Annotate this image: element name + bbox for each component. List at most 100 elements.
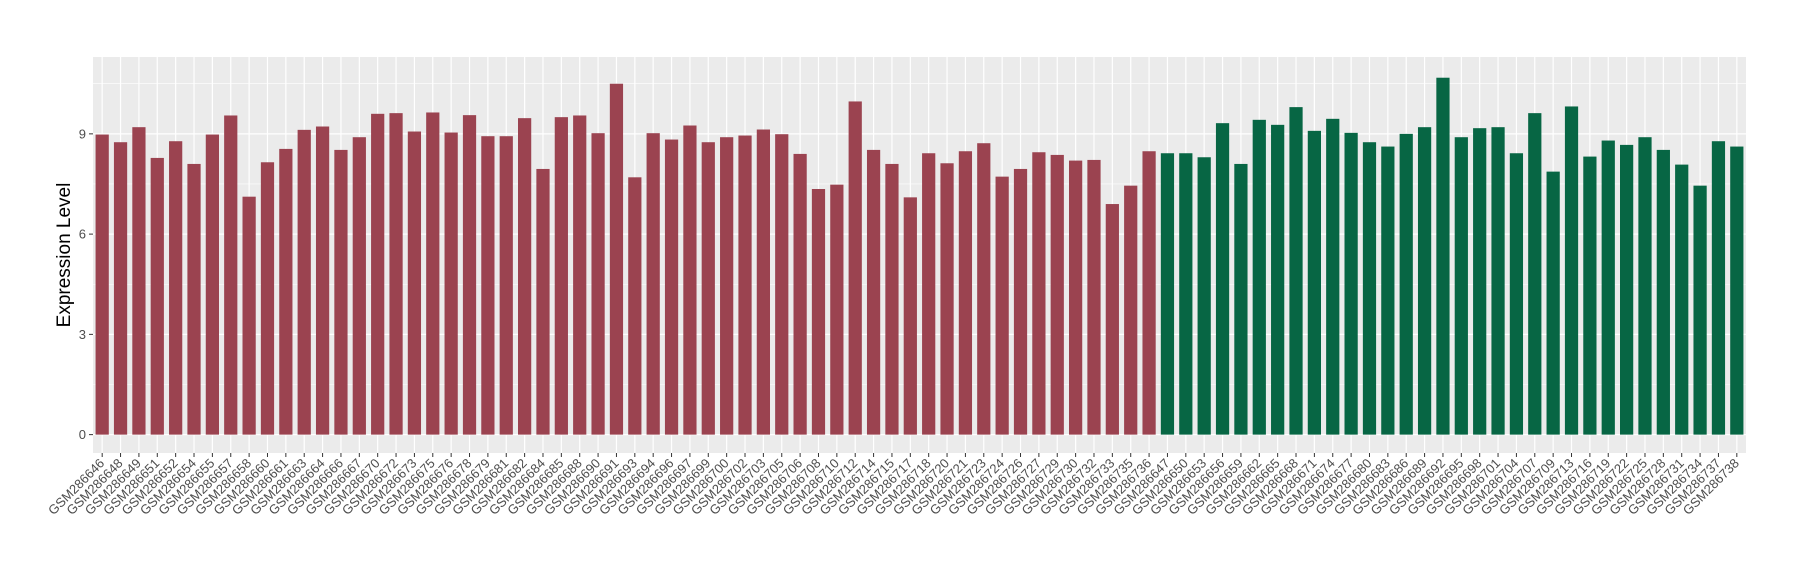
bar-GSM286720 [940,163,954,435]
bar-GSM286729 [1050,154,1064,435]
bar-GSM286715 [885,163,899,435]
bar-GSM286738 [1730,146,1744,435]
bar-GSM286704 [1509,153,1524,435]
bar-GSM286675 [426,112,440,435]
bar-GSM286695 [1454,137,1468,435]
bar-GSM286672 [389,113,403,435]
bar-GSM286717 [903,197,917,435]
bar-GSM286699 [701,142,715,435]
bar-GSM286664 [315,126,330,435]
bar-GSM286671 [1307,130,1321,435]
y-axis-title: Expression Level [54,183,75,328]
bar-GSM286724 [995,176,1009,435]
bar-GSM286716 [1583,156,1597,435]
bar-GSM286686 [1399,133,1413,435]
bar-GSM286694 [646,133,660,435]
bar-GSM286668 [1289,107,1303,435]
bar-GSM286702 [738,135,752,435]
bar-GSM286688 [573,115,587,435]
bar-GSM286735 [1124,185,1138,435]
bar-GSM286727 [1032,152,1046,435]
bar-GSM286659 [1234,163,1248,435]
bar-GSM286730 [1069,160,1083,435]
bar-GSM286693 [628,177,642,435]
bar-GSM286692 [1436,77,1450,435]
bar-GSM286734 [1693,185,1707,435]
bar-GSM286718 [922,153,936,435]
y-tick-label: 3 [79,327,86,342]
bar-GSM286736 [1142,151,1156,435]
bar-GSM286665 [1271,124,1285,435]
bar-GSM286653 [1197,157,1211,435]
bar-GSM286649 [132,127,146,435]
bar-GSM286651 [150,157,164,435]
bar-GSM286722 [1620,144,1634,435]
bar-GSM286666 [334,149,348,435]
bar-GSM286676 [444,132,458,435]
bar-GSM286670 [371,113,385,435]
bar-GSM286708 [811,189,826,435]
bar-GSM286689 [1417,127,1432,435]
bar-GSM286710 [830,184,844,435]
bar-GSM286652 [169,141,183,435]
bar-GSM286656 [1215,123,1230,435]
bar-GSM286732 [1087,159,1101,435]
bar-GSM286707 [1528,113,1542,435]
bar-GSM286690 [591,133,605,435]
bar-GSM286673 [407,131,422,435]
bar-GSM286678 [462,115,477,435]
bar-GSM286706 [793,153,807,435]
bar-GSM286705 [775,134,789,435]
bar-GSM286728 [1656,149,1670,435]
bar-GSM286723 [977,143,991,435]
bar-GSM286650 [1179,153,1193,435]
bar-GSM286703 [756,129,770,435]
bar-GSM286709 [1546,171,1560,435]
bar-GSM286721 [958,151,973,435]
bar-GSM286681 [499,136,513,435]
bars [95,77,1744,435]
bar-GSM286646 [95,134,109,435]
bar-GSM286691 [609,83,624,435]
y-tick-label: 9 [79,126,86,141]
bar-GSM286661 [279,148,293,435]
bar-GSM286677 [1344,132,1358,435]
bar-GSM286657 [224,115,238,435]
bar-GSM286680 [1362,142,1377,435]
plot-panel [93,57,1746,453]
x-axis: GSM286646GSM286648GSM286649GSM286651GSM2… [45,453,1742,518]
bar-GSM286658 [242,196,256,435]
bar-GSM286726 [1013,168,1028,435]
bar-GSM286679 [481,136,495,435]
bar-GSM286685 [554,117,568,435]
bar-GSM286733 [1105,204,1119,435]
bar-GSM286683 [1381,146,1395,435]
bar-GSM286725 [1638,137,1652,435]
bar-GSM286667 [352,137,366,435]
bar-GSM286654 [187,163,201,435]
bar-GSM286714 [866,149,881,435]
y-tick-label: 6 [79,227,86,242]
y-tick-label: 0 [79,427,86,442]
bar-GSM286698 [1473,128,1487,435]
bar-GSM286700 [720,137,734,435]
bar-GSM286737 [1711,141,1726,435]
bar-GSM286682 [518,118,532,435]
bar-GSM286701 [1491,127,1505,435]
bar-GSM286647 [1160,153,1175,435]
bar-GSM286662 [1252,119,1266,435]
bar-GSM286660 [260,162,275,435]
bar-GSM286697 [683,125,697,435]
bar-GSM286663 [297,129,311,435]
bar-GSM286674 [1326,118,1340,435]
bar-GSM286719 [1601,140,1615,435]
bar-GSM286712 [848,101,862,435]
bar-GSM286713 [1564,106,1579,435]
bar-GSM286696 [664,139,679,435]
bar-GSM286648 [113,142,128,435]
bar-GSM286684 [536,168,550,435]
bar-GSM286731 [1675,164,1689,435]
bar-GSM286655 [205,134,219,435]
y-axis: 0 3 6 9 [79,126,93,442]
